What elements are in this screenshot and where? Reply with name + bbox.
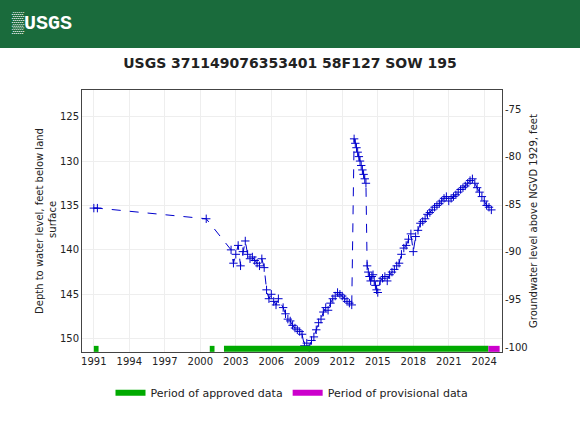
svg-text:2009: 2009 — [294, 356, 319, 367]
svg-text:125: 125 — [60, 111, 79, 122]
svg-text:2006: 2006 — [259, 356, 284, 367]
svg-text:-80: -80 — [505, 151, 521, 162]
svg-text:1994: 1994 — [117, 356, 142, 367]
svg-text:Groundwater level above NGVD 1: Groundwater level above NGVD 1929, feet — [528, 114, 539, 328]
svg-text:2018: 2018 — [401, 356, 426, 367]
svg-text:2000: 2000 — [188, 356, 213, 367]
svg-text:140: 140 — [60, 244, 79, 255]
svg-text:2003: 2003 — [223, 356, 248, 367]
svg-text:USGS 371149076353401 58F127 SO: USGS 371149076353401 58F127 SOW 195 — [123, 55, 457, 71]
svg-text:150: 150 — [60, 333, 79, 344]
svg-text:130: 130 — [60, 156, 79, 167]
html-text:▒USGS: ▒USGS — [12, 12, 72, 35]
svg-text:2021: 2021 — [436, 356, 461, 367]
svg-text:2015: 2015 — [365, 356, 390, 367]
svg-text:2024: 2024 — [472, 356, 497, 367]
svg-text:1997: 1997 — [152, 356, 177, 367]
svg-text:-85: -85 — [505, 199, 521, 210]
svg-text:Period of approved data: Period of approved data — [151, 387, 283, 400]
svg-text:135: 135 — [60, 200, 79, 211]
svg-text:-100: -100 — [505, 342, 528, 353]
svg-text:Depth to water level, feet bel: Depth to water level, feet below land su… — [34, 128, 58, 314]
svg-text:-90: -90 — [505, 246, 521, 257]
svg-text:2012: 2012 — [330, 356, 355, 367]
svg-text:1991: 1991 — [81, 356, 106, 367]
svg-text:Period of provisional data: Period of provisional data — [328, 387, 468, 400]
svg-text:-75: -75 — [505, 104, 521, 115]
svg-text:-95: -95 — [505, 294, 521, 305]
svg-text:145: 145 — [60, 289, 79, 300]
